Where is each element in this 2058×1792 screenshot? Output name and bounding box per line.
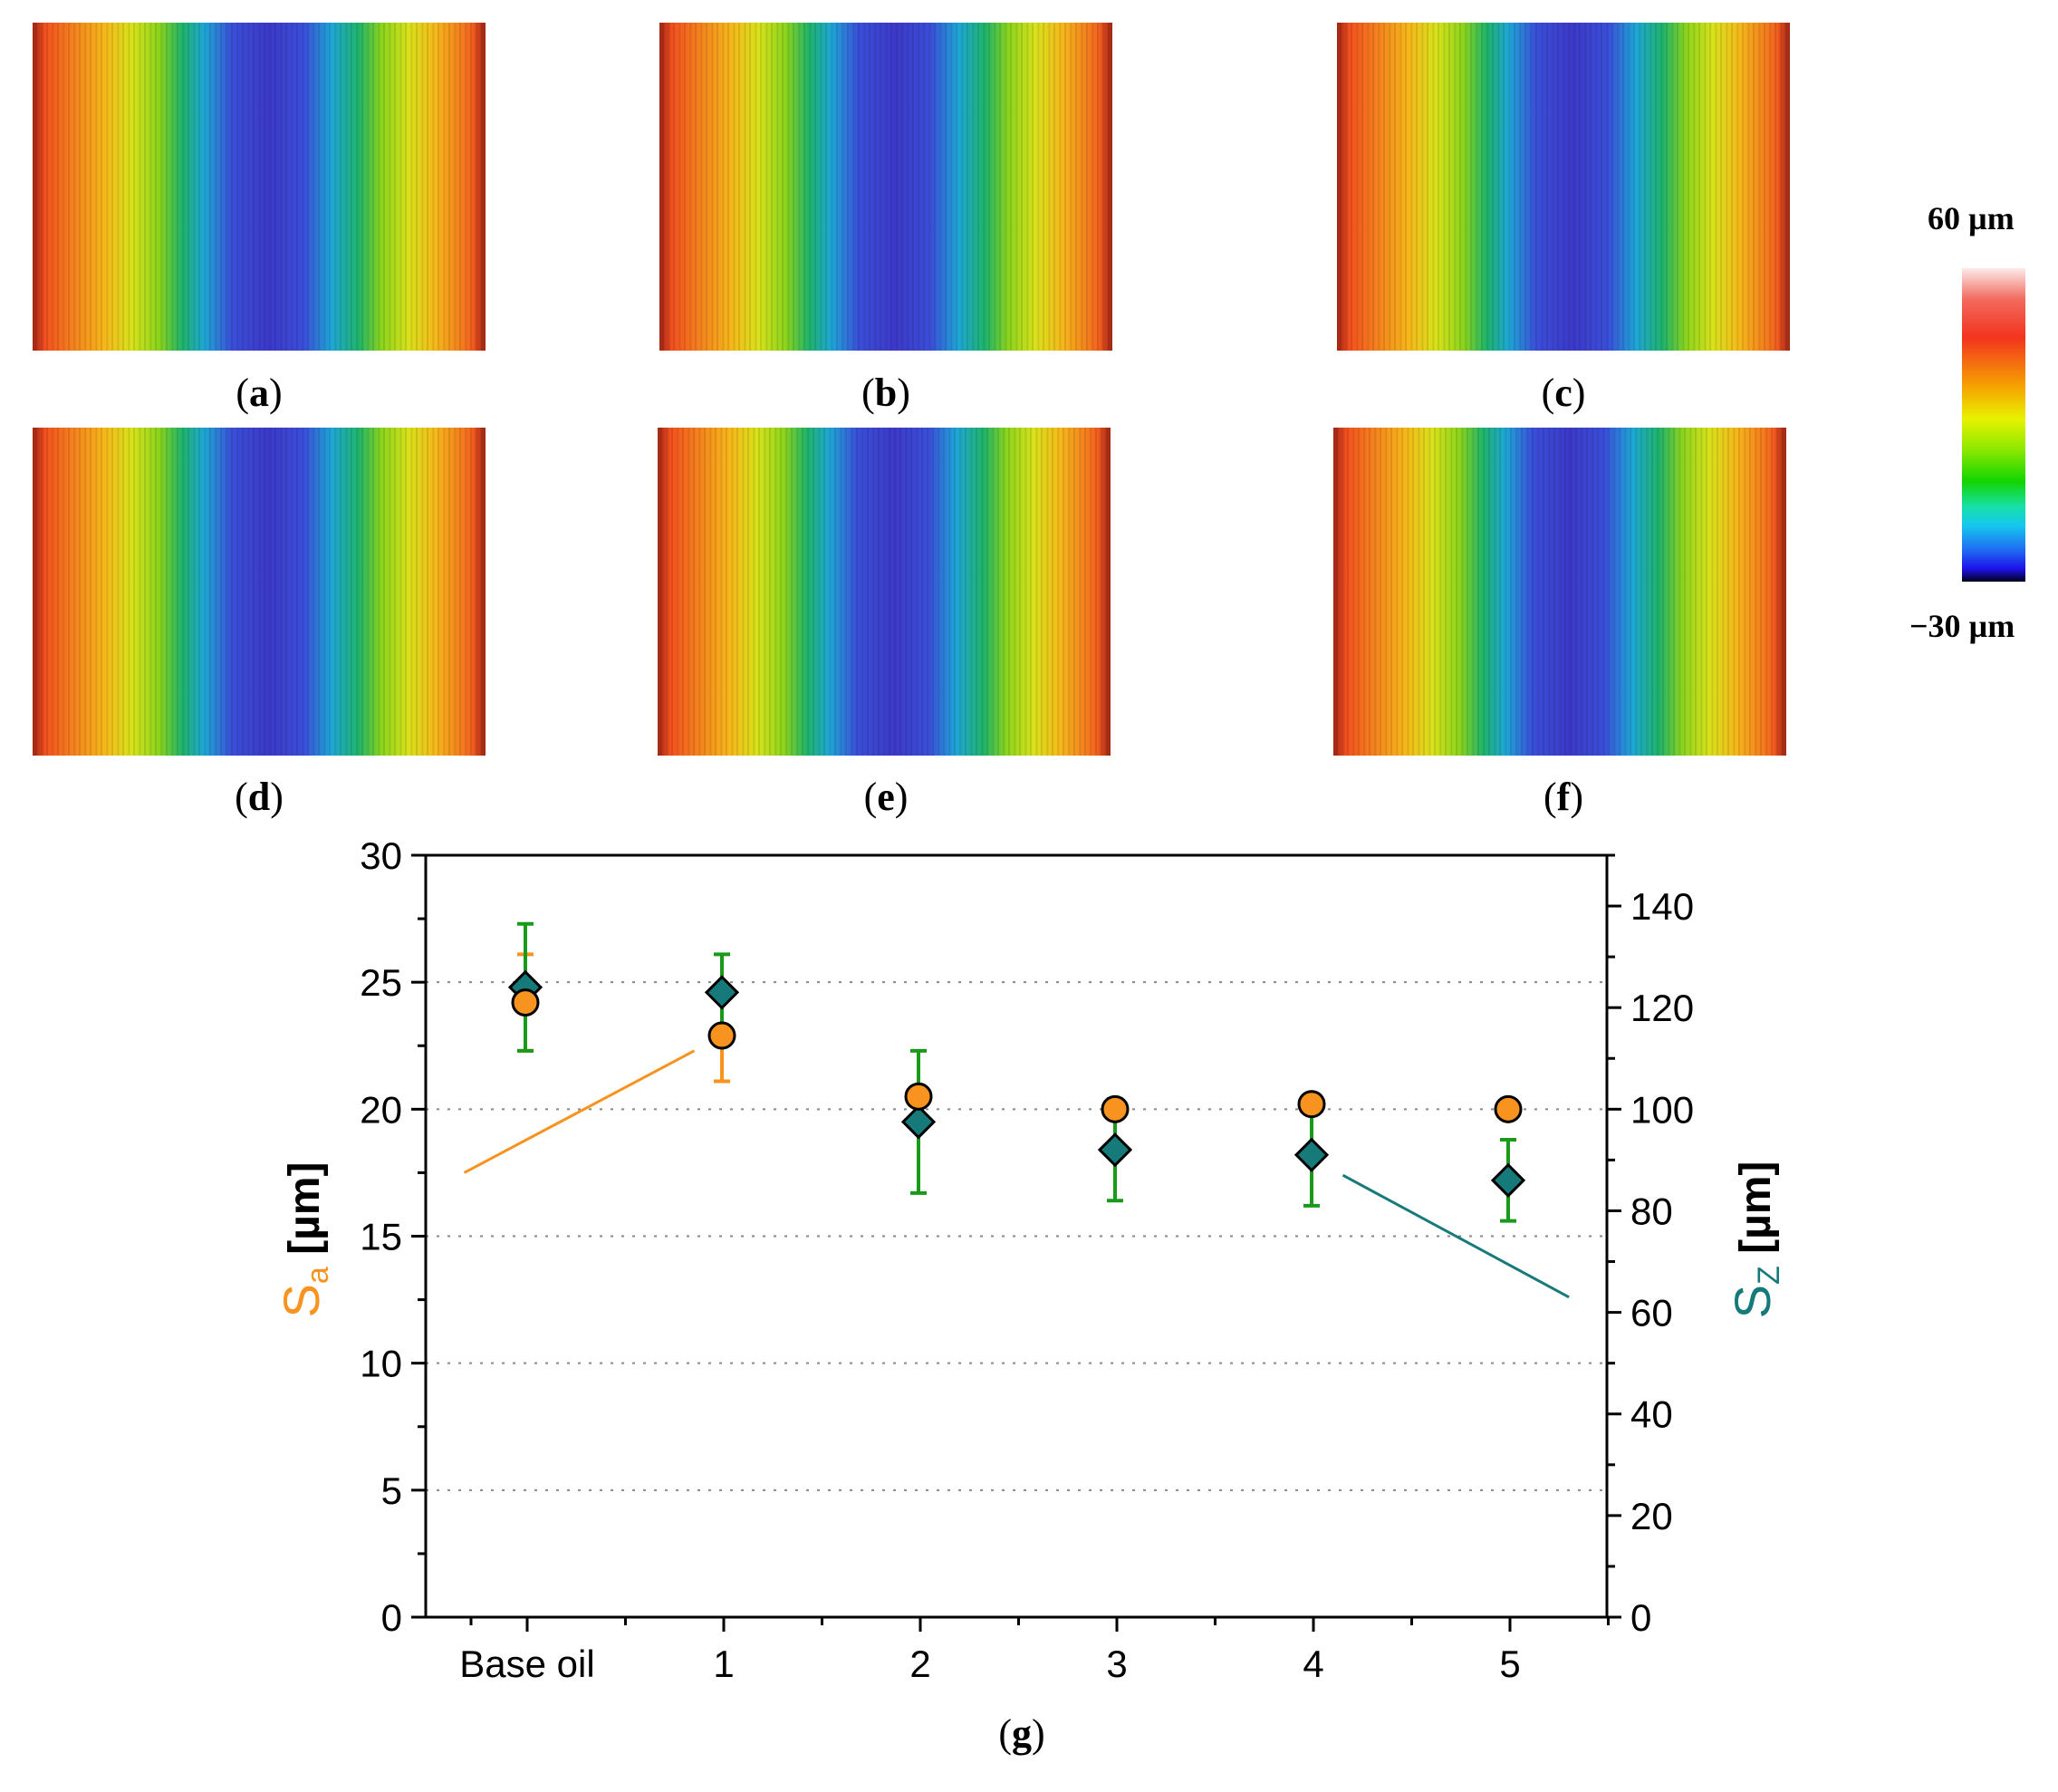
y-right-tick-label-80: 80 <box>1630 1190 1673 1232</box>
annotation-line-sa <box>463 1049 696 1174</box>
y-left-tick-label-20: 20 <box>360 1088 402 1131</box>
surface-panel-c <box>1337 23 1790 351</box>
surface-map-f <box>1333 428 1786 756</box>
y-right-tick-label-0: 0 <box>1630 1596 1651 1639</box>
x-tick-label-3: 3 <box>1106 1643 1127 1685</box>
point-sz-5 <box>1490 1162 1526 1198</box>
y-left-tick-label-5: 5 <box>381 1469 402 1512</box>
y-right-tick-label-100: 100 <box>1630 1088 1694 1131</box>
x-tick-label-0: Base oil <box>459 1643 594 1685</box>
annotation-line-sz <box>1342 1173 1570 1299</box>
y-left-axis-title: Sa [µm] <box>273 1162 335 1318</box>
panel-label-f: (f) <box>1544 775 1583 819</box>
panel-label-a: (a) <box>236 371 283 415</box>
panel-label-b: (b) <box>861 371 910 415</box>
surface-panel-a <box>33 23 486 351</box>
y-right-tick-label-40: 40 <box>1630 1393 1673 1436</box>
surface-panel-b <box>659 23 1112 351</box>
surface-panel-e <box>658 428 1111 756</box>
point-sa-1 <box>707 1021 736 1050</box>
point-sz-2 <box>900 1104 937 1140</box>
y-right-tick-label-140: 140 <box>1630 885 1694 928</box>
x-tick-label-5: 5 <box>1499 1643 1520 1685</box>
y-left-tick-label-25: 25 <box>360 961 402 1004</box>
panel-label-c: (c) <box>1541 371 1586 415</box>
y-right-axis-title: SZ [µm] <box>1724 1161 1786 1319</box>
point-sa-2 <box>904 1082 933 1111</box>
y-right-tick-label-60: 60 <box>1630 1292 1673 1334</box>
point-sa-5 <box>1494 1094 1523 1123</box>
point-sz-3 <box>1097 1132 1133 1168</box>
y-left-tick-label-10: 10 <box>360 1343 402 1385</box>
x-tick-label-4: 4 <box>1303 1643 1323 1685</box>
surface-panel-d <box>33 428 486 756</box>
plot-frame <box>424 853 1609 1619</box>
surface-panel-f <box>1333 428 1786 756</box>
surface-map-d <box>33 428 486 756</box>
point-sa-0 <box>511 988 540 1017</box>
surface-map-c <box>1337 23 1790 351</box>
point-sz-0 <box>507 969 543 1005</box>
colorbar-max-label: 60 µm <box>1928 200 2015 236</box>
y-left-tick-label-15: 15 <box>360 1216 402 1258</box>
point-sa-3 <box>1101 1094 1130 1123</box>
surface-map-b <box>659 23 1112 351</box>
chart-label-g: (g) <box>998 1711 1045 1756</box>
surface-map-e <box>658 428 1111 756</box>
point-sz-1 <box>704 975 740 1010</box>
y-right-tick-label-120: 120 <box>1630 987 1694 1029</box>
panel-label-e: (e) <box>863 775 909 819</box>
point-sa-4 <box>1297 1090 1326 1119</box>
y-left-tick-label-30: 30 <box>360 834 402 877</box>
panel-label-d: (d) <box>235 775 284 819</box>
y-left-tick-label-0: 0 <box>381 1596 402 1639</box>
surface-map-a <box>33 23 486 351</box>
y-right-tick-label-20: 20 <box>1630 1495 1673 1537</box>
colorbar-min-label: −30 µm <box>1909 608 2015 644</box>
x-tick-label-1: 1 <box>713 1643 734 1685</box>
point-sz-4 <box>1293 1137 1330 1172</box>
x-tick-label-2: 2 <box>909 1643 930 1685</box>
colorbar <box>1962 268 2025 582</box>
